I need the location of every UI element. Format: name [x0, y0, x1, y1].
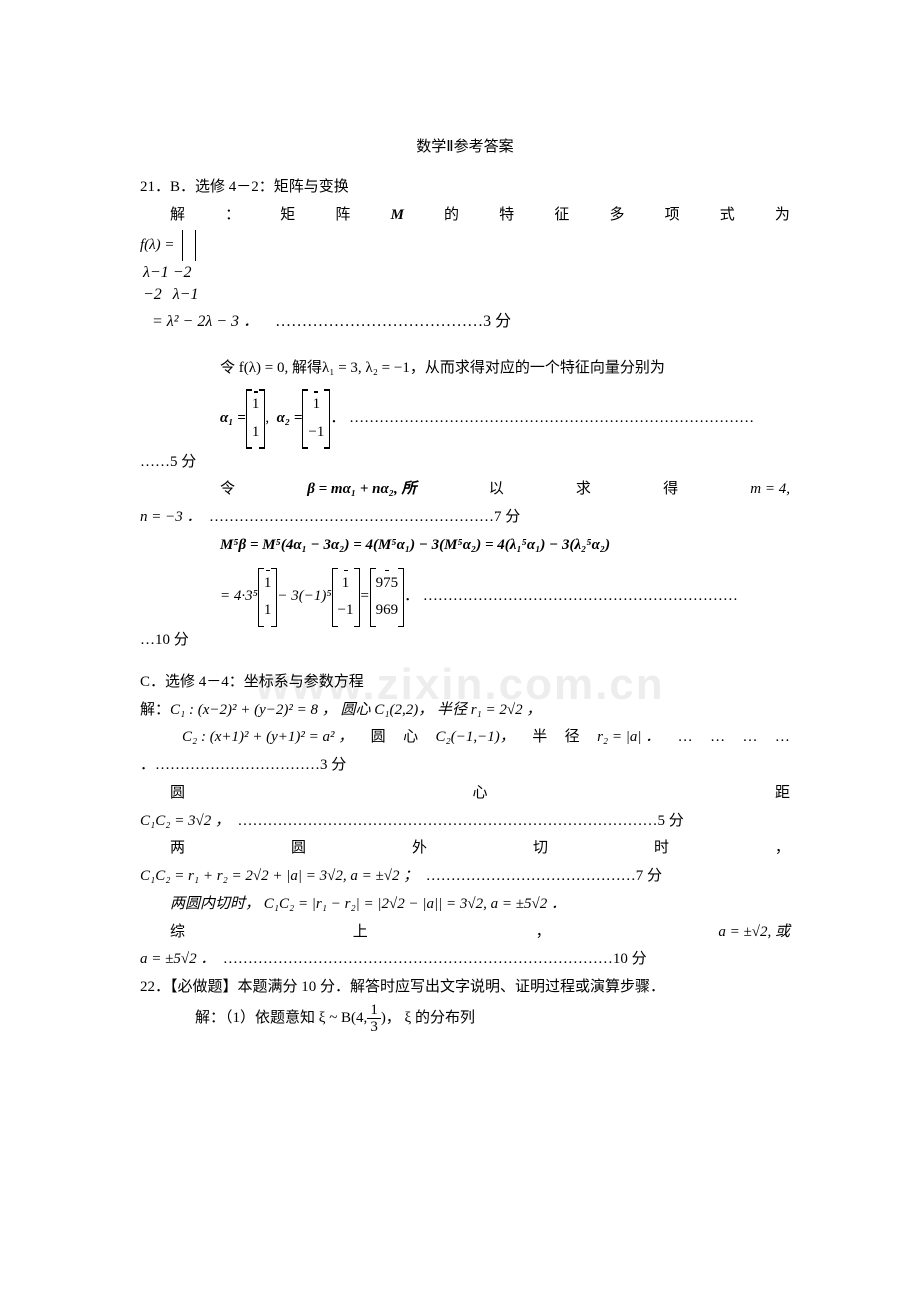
q21b-m5-2: = 4·3⁵ 1 1 − 3(−1)⁵ 1 −1 = 975 969 ． ………… [140, 568, 790, 628]
q21c-c1: 解： C₁ : (x−2)² + (y−2)² = 8 ， 圆心 C₁(2,2)… [140, 697, 790, 725]
q22-sol: 解：（1）依题意知 ξ ~ B(4, 1 3 )， ξ 的分布列 [140, 1002, 790, 1036]
q21b-n: n = −3 ． …………………………………………………7 分 [140, 504, 790, 532]
q21b-m5-1: M⁵β = M⁵(4α₁ − 3α₂) = 4(M⁵α₁) − 3(M⁵α₂) … [140, 532, 790, 560]
q21c-center-dist: C₁C₂ = 3√2 ， ………………………………………………………………………… [140, 808, 790, 836]
q21c-int: 两圆内切时， C₁C₂ = |r₁ − r₂| = |2√2 − |a|| = … [140, 891, 790, 919]
doc-title: 数学Ⅱ参考答案 [140, 135, 790, 156]
spacer2 [140, 655, 790, 669]
q21c-c2: C₂ : (x+1)² + (y+1)² = a² ， 圆 心 C₂(−1,−1… [140, 724, 790, 752]
q21b-vecscore: ……5 分 [140, 449, 790, 477]
q21c-final2: a = ±5√2 ． ……………………………………………………………………10 … [140, 946, 790, 974]
q21c-final1: 综 上 ， a = ±√2, 或 [140, 919, 790, 947]
q21c-c2-dots: ．……………………………3 分 [140, 752, 790, 780]
q21b-eigvecs: α₁ = 1 1 , α₂ = 1 −1 ． ……………………………………………… [140, 389, 790, 449]
q21b-m5-score: …10 分 [140, 627, 790, 655]
q21b-heading: 21．B．选修 4－2：矩阵与变换 [140, 174, 790, 202]
q22-heading: 22．【必做题】本题满分 10 分．解答时应写出文字说明、证明过程或演算步骤． [140, 974, 790, 1002]
q21b-eigen: 令 f(λ) = 0, 解得λ₁ = 3, λ₂ = −1，从而求得对应的一个特… [140, 355, 790, 383]
q21c-center-label: 圆 心 距 [140, 780, 790, 808]
q21c-ext-eq: C₁C₂ = r₁ + r₂ = 2√2 + |a| = 3√2, a = ±√… [140, 863, 790, 891]
q21c-heading: C．选修 4－4：坐标系与参数方程 [140, 669, 790, 697]
q21b-beta: 令 β = mα₁ + nα₂, 所 以 求 得 m = 4, [140, 476, 790, 504]
spacer [140, 347, 790, 355]
q21c-ext-label: 两 圆 外 切 时 ， [140, 835, 790, 863]
page: www.zixin.com.cn 数学Ⅱ参考答案 21．B．选修 4－2：矩阵与… [0, 0, 920, 1076]
q21b-sol-label: 解 ： 矩 阵 M 的 特 征 多 项 式 为 [140, 202, 790, 230]
q21b-charpoly: f(λ) = [140, 230, 790, 262]
